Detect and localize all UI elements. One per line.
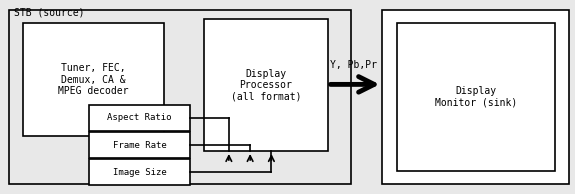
Text: Tuner, FEC,
Demux, CA &
MPEG decoder: Tuner, FEC, Demux, CA & MPEG decoder [58,63,129,96]
Bar [89,159,190,185]
Text: Image Size: Image Size [113,168,166,177]
Text: Display
Monitor (sink): Display Monitor (sink) [435,86,517,108]
Bar [89,132,190,158]
Bar [204,19,328,151]
Text: STB (source): STB (source) [14,7,85,17]
Text: Display
Processor
(all format): Display Processor (all format) [231,69,301,102]
Bar [9,10,351,184]
Bar [89,105,190,131]
Bar [382,10,569,184]
Text: Frame Rate: Frame Rate [113,140,166,150]
Text: Y, Pb,Pr: Y, Pb,Pr [330,60,377,70]
Bar [397,23,555,171]
Bar [23,23,164,136]
Text: Aspect Ratio: Aspect Ratio [107,113,172,122]
